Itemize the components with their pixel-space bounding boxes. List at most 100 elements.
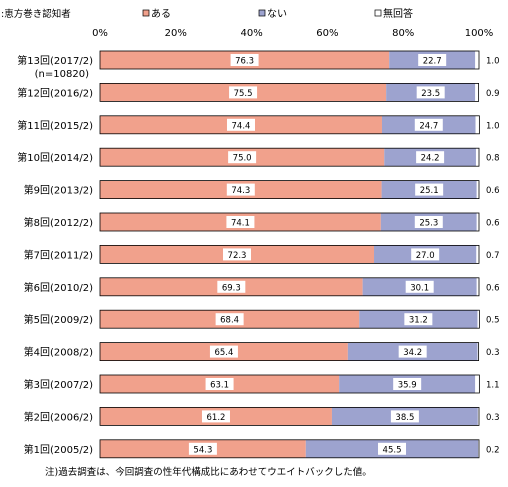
bar-row: 第6回(2010/2) 69.3 30.1 0.6 bbox=[24, 277, 500, 297]
data-label-outside: 0.2 bbox=[486, 445, 500, 455]
category-label: 第4回(2008/2) bbox=[24, 346, 93, 359]
bar-outline bbox=[99, 439, 480, 459]
data-label-box bbox=[209, 345, 238, 358]
data-label-box bbox=[226, 216, 255, 228]
bar-row: 第12回(2016/2) 75.5 23.5 0.9 bbox=[17, 83, 500, 102]
data-label-outside: 0.5 bbox=[486, 316, 500, 326]
data-label: 34.2 bbox=[403, 348, 422, 358]
x-tick-label: 20% bbox=[165, 28, 187, 39]
category-label: 第7回(2011/2) bbox=[24, 248, 93, 261]
data-label: 24.2 bbox=[421, 154, 440, 164]
data-label-box bbox=[398, 345, 427, 358]
corner-label: :恵方巻き認知者 bbox=[1, 8, 71, 20]
bar-outline bbox=[99, 212, 480, 232]
x-tick-label: 40% bbox=[240, 28, 262, 39]
data-label: 23.5 bbox=[421, 89, 440, 99]
legend-swatch-mukaitou bbox=[374, 9, 382, 17]
data-label: 27.0 bbox=[416, 251, 435, 261]
bar-row: 第7回(2011/2) 72.3 27.0 0.7 bbox=[24, 244, 500, 264]
bar-outline bbox=[99, 244, 480, 264]
data-label-box bbox=[188, 442, 217, 455]
category-label: 第1回(2005/2) bbox=[24, 443, 93, 456]
legend-label-nai: ない bbox=[267, 8, 287, 20]
bar-segment bbox=[476, 245, 479, 264]
data-label-box bbox=[226, 118, 255, 131]
bar-outline bbox=[99, 309, 480, 329]
x-tick-label: 0% bbox=[92, 28, 108, 39]
data-label-box bbox=[411, 248, 440, 261]
legend-swatch-aru bbox=[142, 9, 150, 17]
data-label: 72.3 bbox=[228, 251, 247, 261]
x-axis-ticks: 0% 20% 40% 60% 80% 100% bbox=[92, 28, 493, 39]
data-label: 63.1 bbox=[210, 381, 229, 391]
legend-label-aru: ある bbox=[151, 8, 171, 20]
data-label: 45.5 bbox=[383, 445, 402, 455]
data-label: 74.1 bbox=[231, 219, 250, 229]
bar-outline bbox=[99, 50, 480, 70]
data-label-box bbox=[230, 54, 259, 66]
data-label: 35.9 bbox=[398, 381, 417, 391]
data-label-box bbox=[414, 216, 443, 228]
data-label-box bbox=[390, 410, 419, 423]
bar-outline bbox=[99, 115, 480, 135]
data-label-outside: 1.1 bbox=[486, 381, 500, 391]
data-label: 22.7 bbox=[423, 57, 442, 67]
bar-row: 第8回(2012/2) 74.1 25.3 0.6 bbox=[24, 212, 500, 232]
data-label-box bbox=[415, 183, 444, 196]
data-label: 24.7 bbox=[419, 121, 438, 131]
data-label-box bbox=[229, 86, 258, 99]
bar-segment bbox=[477, 342, 479, 361]
bar-segment bbox=[477, 310, 480, 329]
category-sublabel: (n=10820) bbox=[35, 69, 89, 80]
data-label: 76.3 bbox=[235, 57, 254, 67]
category-label: 第9回(2013/2) bbox=[24, 184, 93, 197]
data-label: 75.5 bbox=[234, 89, 253, 99]
data-label: 38.5 bbox=[395, 413, 414, 423]
bar-outline bbox=[99, 374, 480, 394]
bar-segment bbox=[476, 277, 479, 296]
data-label-box bbox=[217, 280, 246, 293]
bar-row: 第11回(2015/2) 74.4 24.7 1.0 bbox=[17, 115, 500, 135]
category-label: 第3回(2007/2) bbox=[24, 378, 93, 391]
bar-row: 第2回(2006/2) 61.2 38.5 0.3 bbox=[24, 406, 500, 426]
category-label: 第11回(2015/2) bbox=[17, 119, 93, 132]
data-label-box bbox=[205, 378, 234, 390]
bar-outline bbox=[99, 342, 480, 362]
category-label: 第5回(2009/2) bbox=[24, 313, 93, 326]
data-label: 74.3 bbox=[231, 186, 250, 196]
bar-rows: 第13回(2017/2) (n=10820) 76.3 22.7 1.0 第12回(201… bbox=[17, 50, 500, 459]
data-label: 31.2 bbox=[409, 316, 428, 326]
category-label: 第10回(2014/2) bbox=[17, 151, 93, 164]
bar-row: 第1回(2005/2) 54.3 45.5 0.2 bbox=[24, 439, 500, 459]
bar-segment bbox=[476, 180, 479, 199]
bar-segment bbox=[475, 375, 480, 393]
bar-segment bbox=[475, 148, 479, 167]
data-label-outside: 0.7 bbox=[486, 251, 500, 261]
x-tick-label: 100% bbox=[465, 28, 494, 39]
bar-segment bbox=[477, 407, 479, 426]
data-label-box bbox=[215, 313, 244, 326]
data-label-outside: 0.6 bbox=[486, 186, 500, 196]
bar-row: 第13回(2017/2) (n=10820) 76.3 22.7 1.0 bbox=[17, 50, 500, 80]
data-label-outside: 0.9 bbox=[486, 89, 500, 99]
legend-swatch-nai bbox=[258, 9, 266, 17]
data-label: 68.4 bbox=[220, 316, 239, 326]
data-label: 74.4 bbox=[232, 121, 251, 131]
data-label-box bbox=[416, 151, 445, 164]
data-label-box bbox=[378, 442, 407, 455]
data-label-outside: 1.0 bbox=[486, 57, 500, 67]
category-label: 第2回(2006/2) bbox=[24, 410, 93, 423]
data-label-box bbox=[223, 248, 252, 261]
bar-outline bbox=[99, 180, 480, 200]
data-label: 54.3 bbox=[193, 445, 212, 455]
x-tick-label: 80% bbox=[392, 28, 414, 39]
bar-segment bbox=[476, 213, 479, 231]
data-label: 75.0 bbox=[233, 154, 252, 164]
category-label: 第13回(2017/2) bbox=[17, 54, 93, 67]
data-label-box bbox=[416, 86, 445, 99]
bar-outline bbox=[99, 83, 480, 102]
data-label-box bbox=[404, 313, 433, 326]
data-label-outside: 0.8 bbox=[486, 154, 500, 164]
bar-outline bbox=[99, 147, 480, 167]
